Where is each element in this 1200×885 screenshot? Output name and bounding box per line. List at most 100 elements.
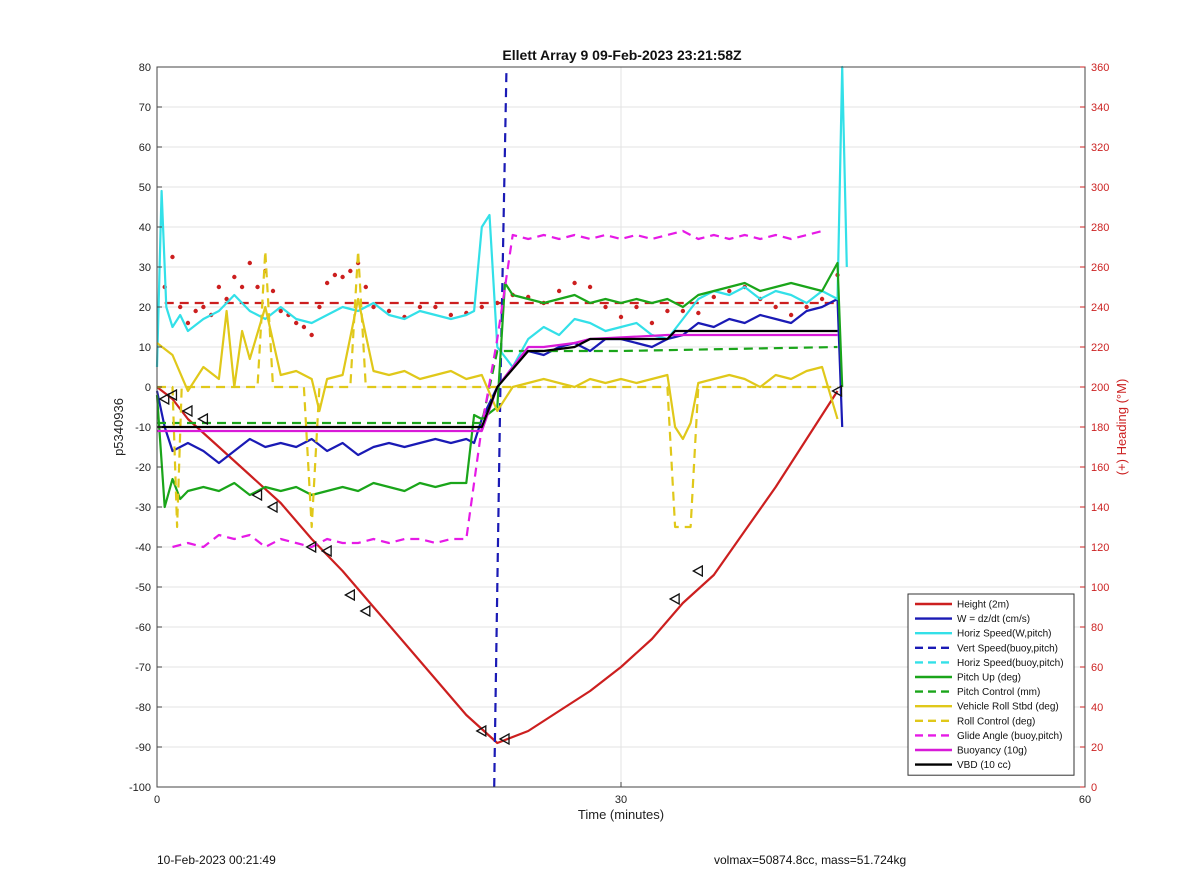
y-tick-label: -10 [135, 422, 151, 434]
legend-label: Buoyancy (10g) [957, 746, 1027, 757]
y2-tick-label: 280 [1091, 222, 1109, 234]
depth-marker [691, 564, 703, 578]
y-tick-label: -70 [135, 662, 151, 674]
heading-point [348, 268, 353, 274]
y-tick-label: 80 [139, 62, 151, 74]
heading-point [665, 308, 670, 314]
heading-point [332, 272, 338, 278]
heading-point [680, 308, 686, 314]
heading-point [232, 274, 237, 280]
series-line-1 [155, 297, 844, 465]
heading-point [278, 308, 283, 314]
heading-point [270, 288, 276, 294]
legend-label: Pitch Up (deg) [957, 673, 1021, 684]
y-tick-label: 30 [139, 262, 151, 274]
y-tick-label: 0 [145, 382, 151, 394]
y-axis-right: 0 20 40 60 80 100 120 140 160 180 200 220 240 260 280 3… [1080, 62, 1109, 794]
y2-tick-label: 160 [1091, 462, 1109, 474]
x-axis-label: Time (minutes) [578, 807, 664, 822]
y-tick-label: 10 [139, 342, 151, 354]
y-tick-label: -100 [129, 782, 151, 794]
depth-marker [475, 724, 487, 738]
y-axis-left: -100-90-80-70-60-50-40-30-20-10010203040… [129, 62, 162, 794]
series-line-9 [172, 229, 823, 549]
heading-point [247, 260, 252, 266]
heading-point [634, 304, 639, 310]
heading-point [309, 332, 314, 338]
heading-point [178, 304, 183, 310]
y-tick-label: -50 [135, 582, 151, 594]
heading-point [649, 320, 655, 326]
depth-marker [305, 540, 317, 554]
heading-point [495, 300, 500, 306]
depth-marker [251, 488, 263, 502]
legend-box [907, 593, 1075, 776]
heading-point [618, 314, 624, 320]
heading-point [556, 288, 562, 294]
heading-point [201, 304, 206, 310]
series-line-11 [157, 329, 838, 429]
heading-point [696, 310, 701, 316]
y-tick-label: 60 [139, 142, 151, 154]
heading-point [216, 284, 222, 290]
heading-point [572, 280, 577, 286]
heading-point [727, 288, 732, 294]
series-line-0 [156, 386, 839, 745]
y2-tick-label: 80 [1091, 622, 1103, 634]
heading-point [371, 304, 376, 310]
y2-tick-label: 320 [1091, 142, 1109, 154]
depth-marker [166, 388, 178, 402]
marker-layer [158, 384, 843, 746]
y-tick-label: -40 [135, 542, 151, 554]
series-line-2 [155, 65, 848, 369]
y-tick-label: 40 [139, 222, 151, 234]
y2-tick-label: 100 [1091, 582, 1109, 594]
heading-point [363, 284, 368, 290]
y2-tick-label: 300 [1091, 182, 1109, 194]
series-line-8 [157, 249, 838, 529]
y2-tick-label: 360 [1091, 62, 1109, 74]
heading-point [224, 296, 229, 302]
y-tick-label: -80 [135, 702, 151, 714]
depth-marker [343, 588, 355, 602]
heading-point [193, 308, 198, 314]
heading-point [479, 304, 484, 310]
y-tick-label: -90 [135, 742, 151, 754]
legend-label: Horiz Speed(W,pitch) [957, 629, 1051, 640]
heading-point [386, 308, 392, 314]
y2-tick-label: 220 [1091, 342, 1109, 354]
heading-point [587, 284, 593, 290]
depth-marker [668, 592, 680, 606]
heading-point [239, 284, 245, 290]
heading-point [603, 304, 608, 310]
y-tick-label: -20 [135, 462, 151, 474]
x-tick-label: 60 [1079, 794, 1091, 806]
y-tick-label: 50 [139, 182, 151, 194]
legend-label: Horiz Speed(buoy,pitch) [957, 658, 1064, 669]
chart-title: Ellett Array 9 09-Feb-2023 23:21:58Z [502, 47, 742, 63]
legend-label: Vehicle Roll Stbd (deg) [957, 702, 1059, 713]
heading-point [170, 254, 175, 260]
y2-tick-label: 120 [1091, 542, 1109, 554]
heading-point [819, 296, 825, 302]
y-tick-label: -30 [135, 502, 151, 514]
heading-point [340, 274, 345, 280]
series-line-7 [156, 297, 839, 441]
legend-label: VBD (10 cc) [957, 760, 1011, 771]
heading-point [255, 284, 260, 290]
legend-label: W = dz/dt (cm/s) [957, 614, 1030, 625]
y2-tick-label: 20 [1091, 742, 1103, 754]
y-tick-label: -60 [135, 622, 151, 634]
legend-label: Roll Control (deg) [957, 716, 1035, 727]
heading-point [788, 312, 794, 318]
legend-label: Height (2m) [957, 600, 1009, 611]
legend-label: Glide Angle (buoy,pitch) [957, 731, 1062, 742]
heading-point [433, 304, 438, 310]
y2-tick-label: 60 [1091, 662, 1103, 674]
y2-tick-label: 140 [1091, 502, 1109, 514]
y2-tick-label: 340 [1091, 102, 1109, 114]
heading-point [324, 280, 330, 286]
x-tick-label: 30 [615, 794, 627, 806]
heading-point [317, 304, 322, 310]
